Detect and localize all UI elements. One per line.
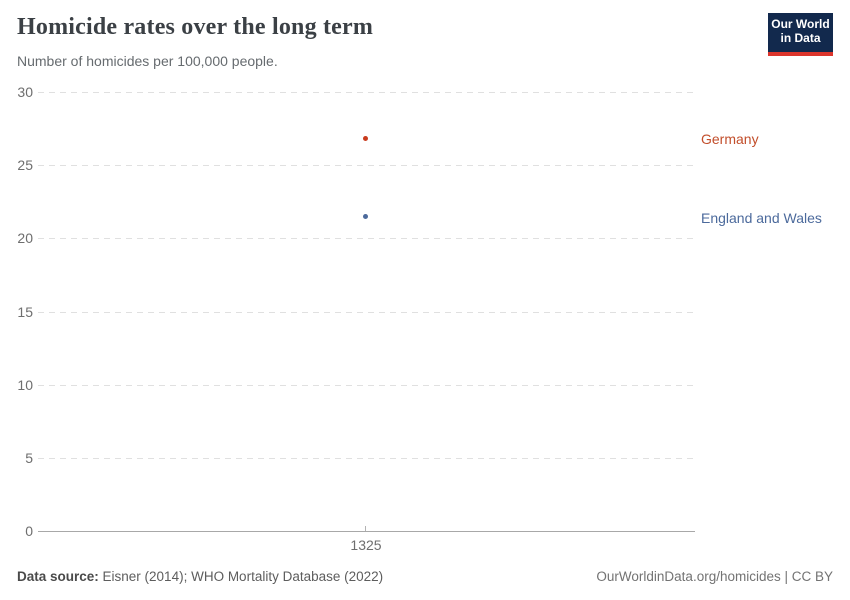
series-label-germany[interactable]: Germany (701, 131, 759, 147)
series-label-england-and-wales[interactable]: England and Wales (701, 210, 822, 226)
ytick-0: 0 (25, 523, 33, 539)
gridline-15 (38, 312, 695, 313)
gridline-25 (38, 165, 695, 166)
data-source-note: Data source: Eisner (2014); WHO Mortalit… (17, 569, 383, 584)
chart-title: Homicide rates over the long term (17, 14, 374, 40)
gridline-30 (38, 92, 695, 93)
data-point-germany[interactable] (363, 136, 368, 141)
ytick-10: 10 (17, 377, 33, 393)
x-axis-line (38, 531, 695, 532)
data-point-england-and-wales[interactable] (363, 214, 368, 219)
owid-logo[interactable]: Our World in Data (768, 13, 833, 56)
footer-credit-link[interactable]: OurWorldinData.org/homicides | CC BY (596, 569, 833, 584)
owid-logo-line1: Our World (771, 17, 830, 31)
ytick-25: 25 (17, 157, 33, 173)
gridline-10 (38, 385, 695, 386)
owid-logo-line2: in Data (780, 31, 821, 45)
xtick-mark-1325 (365, 526, 366, 531)
data-source-text: Eisner (2014); WHO Mortality Database (2… (98, 569, 384, 584)
gridline-20 (38, 238, 695, 239)
gridline-5 (38, 458, 695, 459)
data-source-label: Data source: (17, 569, 99, 584)
ytick-30: 30 (17, 84, 33, 100)
xtick-label-1325: 1325 (350, 537, 382, 553)
chart-subtitle: Number of homicides per 100,000 people. (17, 53, 278, 69)
footer: Data source: Eisner (2014); WHO Mortalit… (17, 569, 833, 584)
ytick-20: 20 (17, 230, 33, 246)
ytick-5: 5 (25, 450, 33, 466)
ytick-15: 15 (17, 304, 33, 320)
